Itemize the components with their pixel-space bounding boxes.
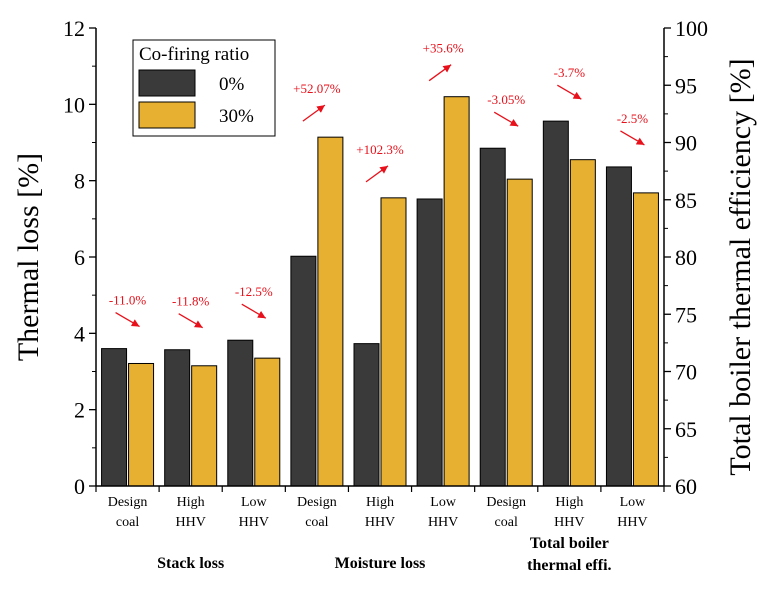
y2-tick-label-8: 100: [675, 16, 708, 41]
bar-30pct-3: [317, 136, 344, 487]
bar-0pct-6: [479, 147, 506, 487]
bar-0pct-1: [164, 349, 191, 487]
legend-swatch-1: [138, 101, 196, 129]
bar-30pct-4: [380, 197, 407, 487]
annotation-3: +52.07%: [293, 81, 341, 96]
x-category-label-4-1: HHV: [365, 515, 395, 530]
bar-30pct-7: [569, 159, 596, 487]
bar-30pct-5: [443, 96, 470, 487]
x-category-label-1-0: High: [177, 495, 205, 510]
group-label-2-1: thermal effi.: [527, 557, 611, 574]
annotation-1: -11.8%: [172, 294, 210, 309]
bar-0pct-0: [101, 348, 128, 487]
y2-tick-label-1: 65: [675, 417, 697, 442]
bar-0pct-7: [542, 120, 569, 487]
x-category-label-8-0: Low: [620, 495, 647, 510]
y2-tick-label-6: 90: [675, 131, 697, 156]
x-category-label-5-1: HHV: [428, 515, 458, 530]
annotation-arrow-2: [241, 303, 267, 319]
x-category-label-7-1: HHV: [554, 515, 584, 530]
bar-0pct-5: [416, 198, 443, 487]
bar-30pct-0: [128, 362, 155, 487]
y-tick-label-3: 6: [74, 245, 85, 270]
bar-0pct-2: [227, 339, 254, 487]
bar-30pct-6: [506, 178, 533, 487]
x-category-label-2-0: Low: [241, 495, 268, 510]
legend-swatch-0: [138, 69, 196, 97]
x-category-label-3-1: coal: [305, 515, 328, 530]
bar-0pct-3: [290, 255, 317, 487]
y-tick-label-6: 12: [63, 16, 85, 41]
y-tick-label-1: 2: [74, 398, 85, 423]
x-category-label-1-1: HHV: [175, 515, 205, 530]
legend-title: Co-firing ratio: [139, 44, 249, 65]
y2-tick-label-2: 70: [675, 360, 697, 385]
legend-label-1: 30%: [219, 106, 254, 127]
annotation-arrow-1: [178, 313, 203, 329]
bar-0pct-8: [605, 166, 632, 487]
annotation-arrow-0: [115, 312, 140, 328]
x-category-label-7-0: High: [555, 495, 583, 510]
annotation-arrow-3: [302, 104, 326, 122]
annotation-arrow-8: [620, 130, 645, 146]
x-category-label-4-0: High: [366, 495, 394, 510]
annotation-4: +102.3%: [356, 142, 404, 157]
y2-tick-label-5: 85: [675, 188, 697, 213]
annotation-5: +35.6%: [423, 41, 464, 56]
y2-tick-label-7: 95: [675, 73, 697, 98]
group-label-1-0: Moisture loss: [335, 555, 426, 572]
annotation-2: -12.5%: [235, 284, 273, 299]
x-category-label-8-1: HHV: [617, 515, 647, 530]
annotation-arrow-4: [365, 165, 389, 183]
annotation-arrow-6: [493, 111, 519, 127]
x-category-label-2-1: HHV: [239, 515, 269, 530]
y-tick-label-5: 10: [63, 92, 85, 117]
group-label-0-0: Stack loss: [157, 555, 224, 572]
bar-0pct-4: [353, 343, 380, 487]
x-category-label-5-0: Low: [430, 495, 457, 510]
y2-axis-title: Total boiler thermal efficiency [%]: [724, 58, 757, 475]
annotation-arrow-5: [428, 64, 452, 82]
legend-label-0: 0%: [219, 74, 245, 95]
annotation-0: -11.0%: [109, 293, 147, 308]
y2-tick-label-4: 80: [675, 245, 697, 270]
bar-30pct-8: [632, 192, 659, 487]
y2-tick-label-3: 75: [675, 302, 697, 327]
x-category-label-6-0: Design: [486, 495, 526, 510]
annotation-6: -3.05%: [487, 92, 525, 107]
x-category-label-0-0: Design: [108, 495, 148, 510]
group-label-2-0: Total boiler: [530, 535, 609, 552]
annotation-arrow-7: [557, 84, 582, 100]
y-axis-title: Thermal loss [%]: [12, 153, 45, 361]
y-tick-label-4: 8: [74, 169, 85, 194]
annotation-8: -2.5%: [617, 111, 649, 126]
x-category-label-6-1: coal: [495, 515, 518, 530]
bar-30pct-1: [191, 365, 218, 487]
y2-tick-label-0: 60: [675, 474, 697, 499]
annotation-7: -3.7%: [554, 65, 586, 80]
y-tick-label-2: 4: [74, 321, 85, 346]
x-category-label-0-1: coal: [116, 515, 139, 530]
x-category-label-3-0: Design: [297, 495, 337, 510]
bar-30pct-2: [254, 357, 281, 487]
y-tick-label-0: 0: [74, 474, 85, 499]
